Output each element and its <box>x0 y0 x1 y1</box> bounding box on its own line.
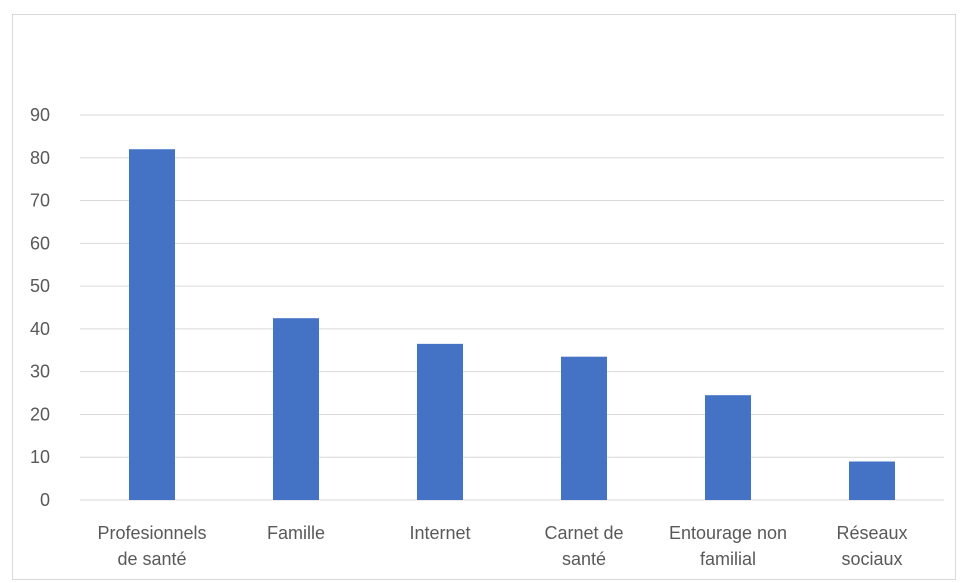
y-axis: 0 10 20 30 40 50 60 70 80 90 <box>30 105 50 510</box>
y-tick-label: 80 <box>30 148 50 168</box>
y-tick-label: 50 <box>30 276 50 296</box>
x-tick-label: Réseaux sociaux <box>836 523 907 569</box>
y-tick-label: 30 <box>30 362 50 382</box>
bar <box>129 149 175 500</box>
y-tick-label: 70 <box>30 191 50 211</box>
x-tick-label: Internet <box>409 523 470 543</box>
y-tick-label: 0 <box>40 490 50 510</box>
x-tick-label: Famille <box>267 523 325 543</box>
bar <box>417 343 463 500</box>
y-tick-label: 20 <box>30 404 50 424</box>
x-tick-label: Carnet de santé <box>544 523 623 569</box>
x-axis: Profesionnels de santé Famille Internet Carn… <box>97 523 907 569</box>
bars <box>129 149 895 500</box>
y-tick-label: 60 <box>30 233 50 253</box>
y-tick-label: 10 <box>30 447 50 467</box>
bar <box>561 356 607 500</box>
y-tick-label: 90 <box>30 105 50 125</box>
bar <box>849 461 895 500</box>
y-tick-label: 40 <box>30 319 50 339</box>
bar <box>705 395 751 500</box>
x-tick-label: Profesionnels de santé <box>97 523 206 569</box>
bar <box>273 318 319 500</box>
x-tick-label: Entourage non familial <box>669 523 787 569</box>
gridlines <box>80 114 944 501</box>
